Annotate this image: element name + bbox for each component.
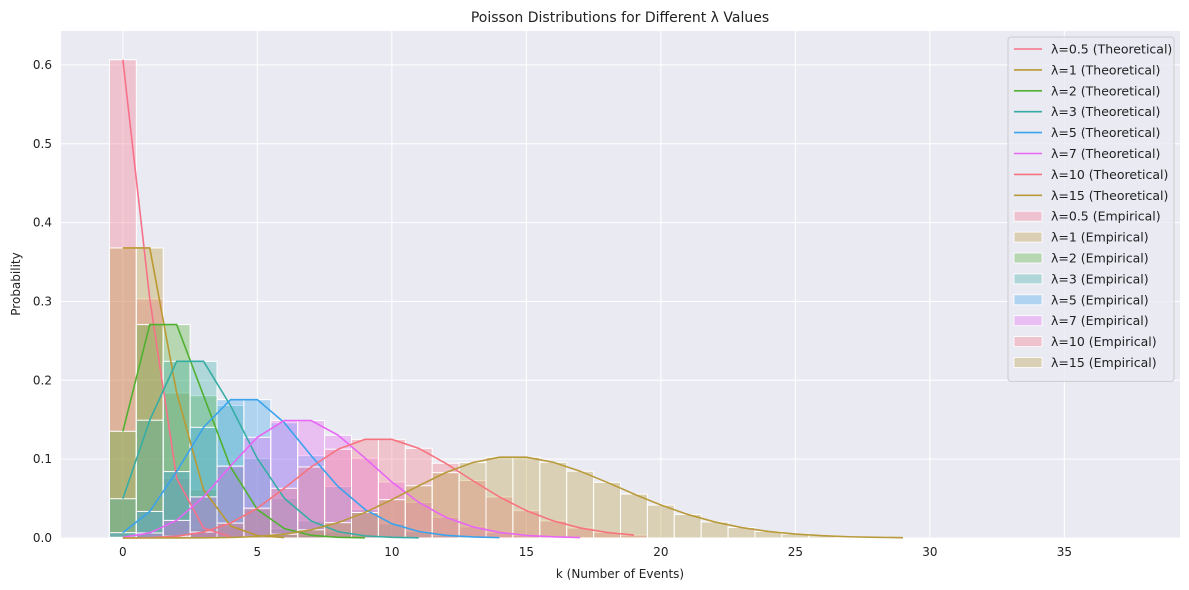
legend-label: λ=3 (Theoretical): [1051, 104, 1160, 119]
theoretical-line: [122, 323, 365, 539]
histogram-bar: [539, 461, 568, 539]
histogram-bar: [512, 456, 541, 539]
bar-group: [108, 247, 299, 539]
bar-group: [108, 360, 406, 539]
y-tick-label: 0.1: [33, 452, 52, 466]
y-tick-label: 0.5: [33, 137, 52, 151]
legend-label: λ=5 (Empirical): [1051, 292, 1149, 307]
legend-label: λ=15 (Empirical): [1051, 355, 1157, 370]
legend-label: λ=3 (Empirical): [1051, 271, 1149, 286]
x-tick-label: 5: [254, 545, 262, 559]
histogram-bar: [404, 485, 433, 539]
histogram-bar: [593, 481, 621, 539]
x-tick-label: 0: [119, 545, 127, 559]
y-tick-label: 0.6: [33, 58, 52, 72]
histogram-bar: [351, 438, 379, 539]
bar-group: [108, 324, 353, 539]
legend-label: λ=0.5 (Theoretical): [1051, 42, 1172, 57]
bar-group: [108, 420, 595, 539]
y-axis-ticks: 0.0 0.1 0.2 0.3 0.4 0.5 0.6: [33, 58, 52, 545]
legend-label: λ=2 (Empirical): [1051, 251, 1149, 266]
theoretical-line: [122, 438, 635, 539]
theoretical-line: [122, 398, 500, 539]
legend-label: λ=10 (Theoretical): [1051, 167, 1168, 182]
theoretical-line: [122, 456, 903, 539]
x-axis-title: k (Number of Events): [556, 567, 684, 581]
x-tick-label: 20: [653, 545, 668, 559]
x-tick-label: 15: [519, 545, 534, 559]
y-tick-label: 0.0: [33, 531, 52, 545]
legend-patch-swatch: [1013, 210, 1043, 222]
histogram-bar: [646, 504, 675, 539]
theoretical-line: [122, 59, 231, 538]
legend-label: λ=1 (Empirical): [1051, 230, 1149, 245]
histogram-bar: [162, 324, 191, 539]
y-tick-label: 0.3: [33, 294, 52, 308]
histogram-bar: [297, 466, 326, 539]
theoretical-line: [122, 419, 581, 539]
histogram-bar: [243, 509, 272, 539]
legend-label: λ=7 (Empirical): [1051, 313, 1149, 328]
legend-patch-swatch: [1013, 315, 1043, 327]
histogram-bar: [377, 481, 406, 539]
legend-patch-swatch: [1013, 357, 1043, 368]
histogram-bar: [431, 472, 460, 539]
histogram-bar: [620, 493, 648, 539]
chart-title: Poisson Distributions for Different λ Va…: [471, 10, 769, 26]
legend-label: λ=10 (Empirical): [1051, 334, 1157, 349]
histogram-bars: [108, 59, 890, 539]
theoretical-line: [122, 360, 419, 539]
histogram-bar: [673, 513, 702, 539]
x-tick-label: 35: [1057, 545, 1072, 559]
x-tick-label: 10: [384, 545, 399, 559]
x-axis-ticks: 0 5 10 15 20 25 30 35: [119, 545, 1072, 559]
theoretical-line: [122, 247, 285, 539]
plot-area: [61, 31, 1180, 538]
legend-patch-swatch: [1013, 231, 1043, 243]
legend-patch-swatch: [1013, 273, 1043, 285]
legend-patch-swatch: [1013, 336, 1043, 348]
legend-label: λ=0.5 (Empirical): [1051, 209, 1161, 224]
legend-label: λ=5 (Theoretical): [1051, 125, 1160, 140]
legend-label: λ=15 (Theoretical): [1051, 188, 1168, 203]
y-tick-label: 0.2: [33, 373, 52, 387]
legend: λ=0.5 (Theoretical) λ=1 (Theoretical) λ=2 …: [1007, 36, 1175, 382]
legend-box: [1007, 36, 1175, 382]
y-axis-title: Probability: [9, 252, 23, 315]
theoretical-lines: [122, 59, 903, 539]
legend-patch-swatch: [1013, 294, 1043, 306]
histogram-bar: [189, 426, 218, 539]
histogram-bar: [431, 462, 460, 539]
x-tick-label: 25: [788, 545, 803, 559]
y-tick-label: 0.4: [33, 216, 52, 230]
x-tick-label: 30: [922, 545, 937, 559]
legend-patch-swatch: [1013, 252, 1043, 264]
legend-label: λ=2 (Theoretical): [1051, 83, 1160, 98]
legend-label: λ=7 (Theoretical): [1051, 146, 1160, 161]
legend-label: λ=1 (Theoretical): [1051, 62, 1160, 77]
